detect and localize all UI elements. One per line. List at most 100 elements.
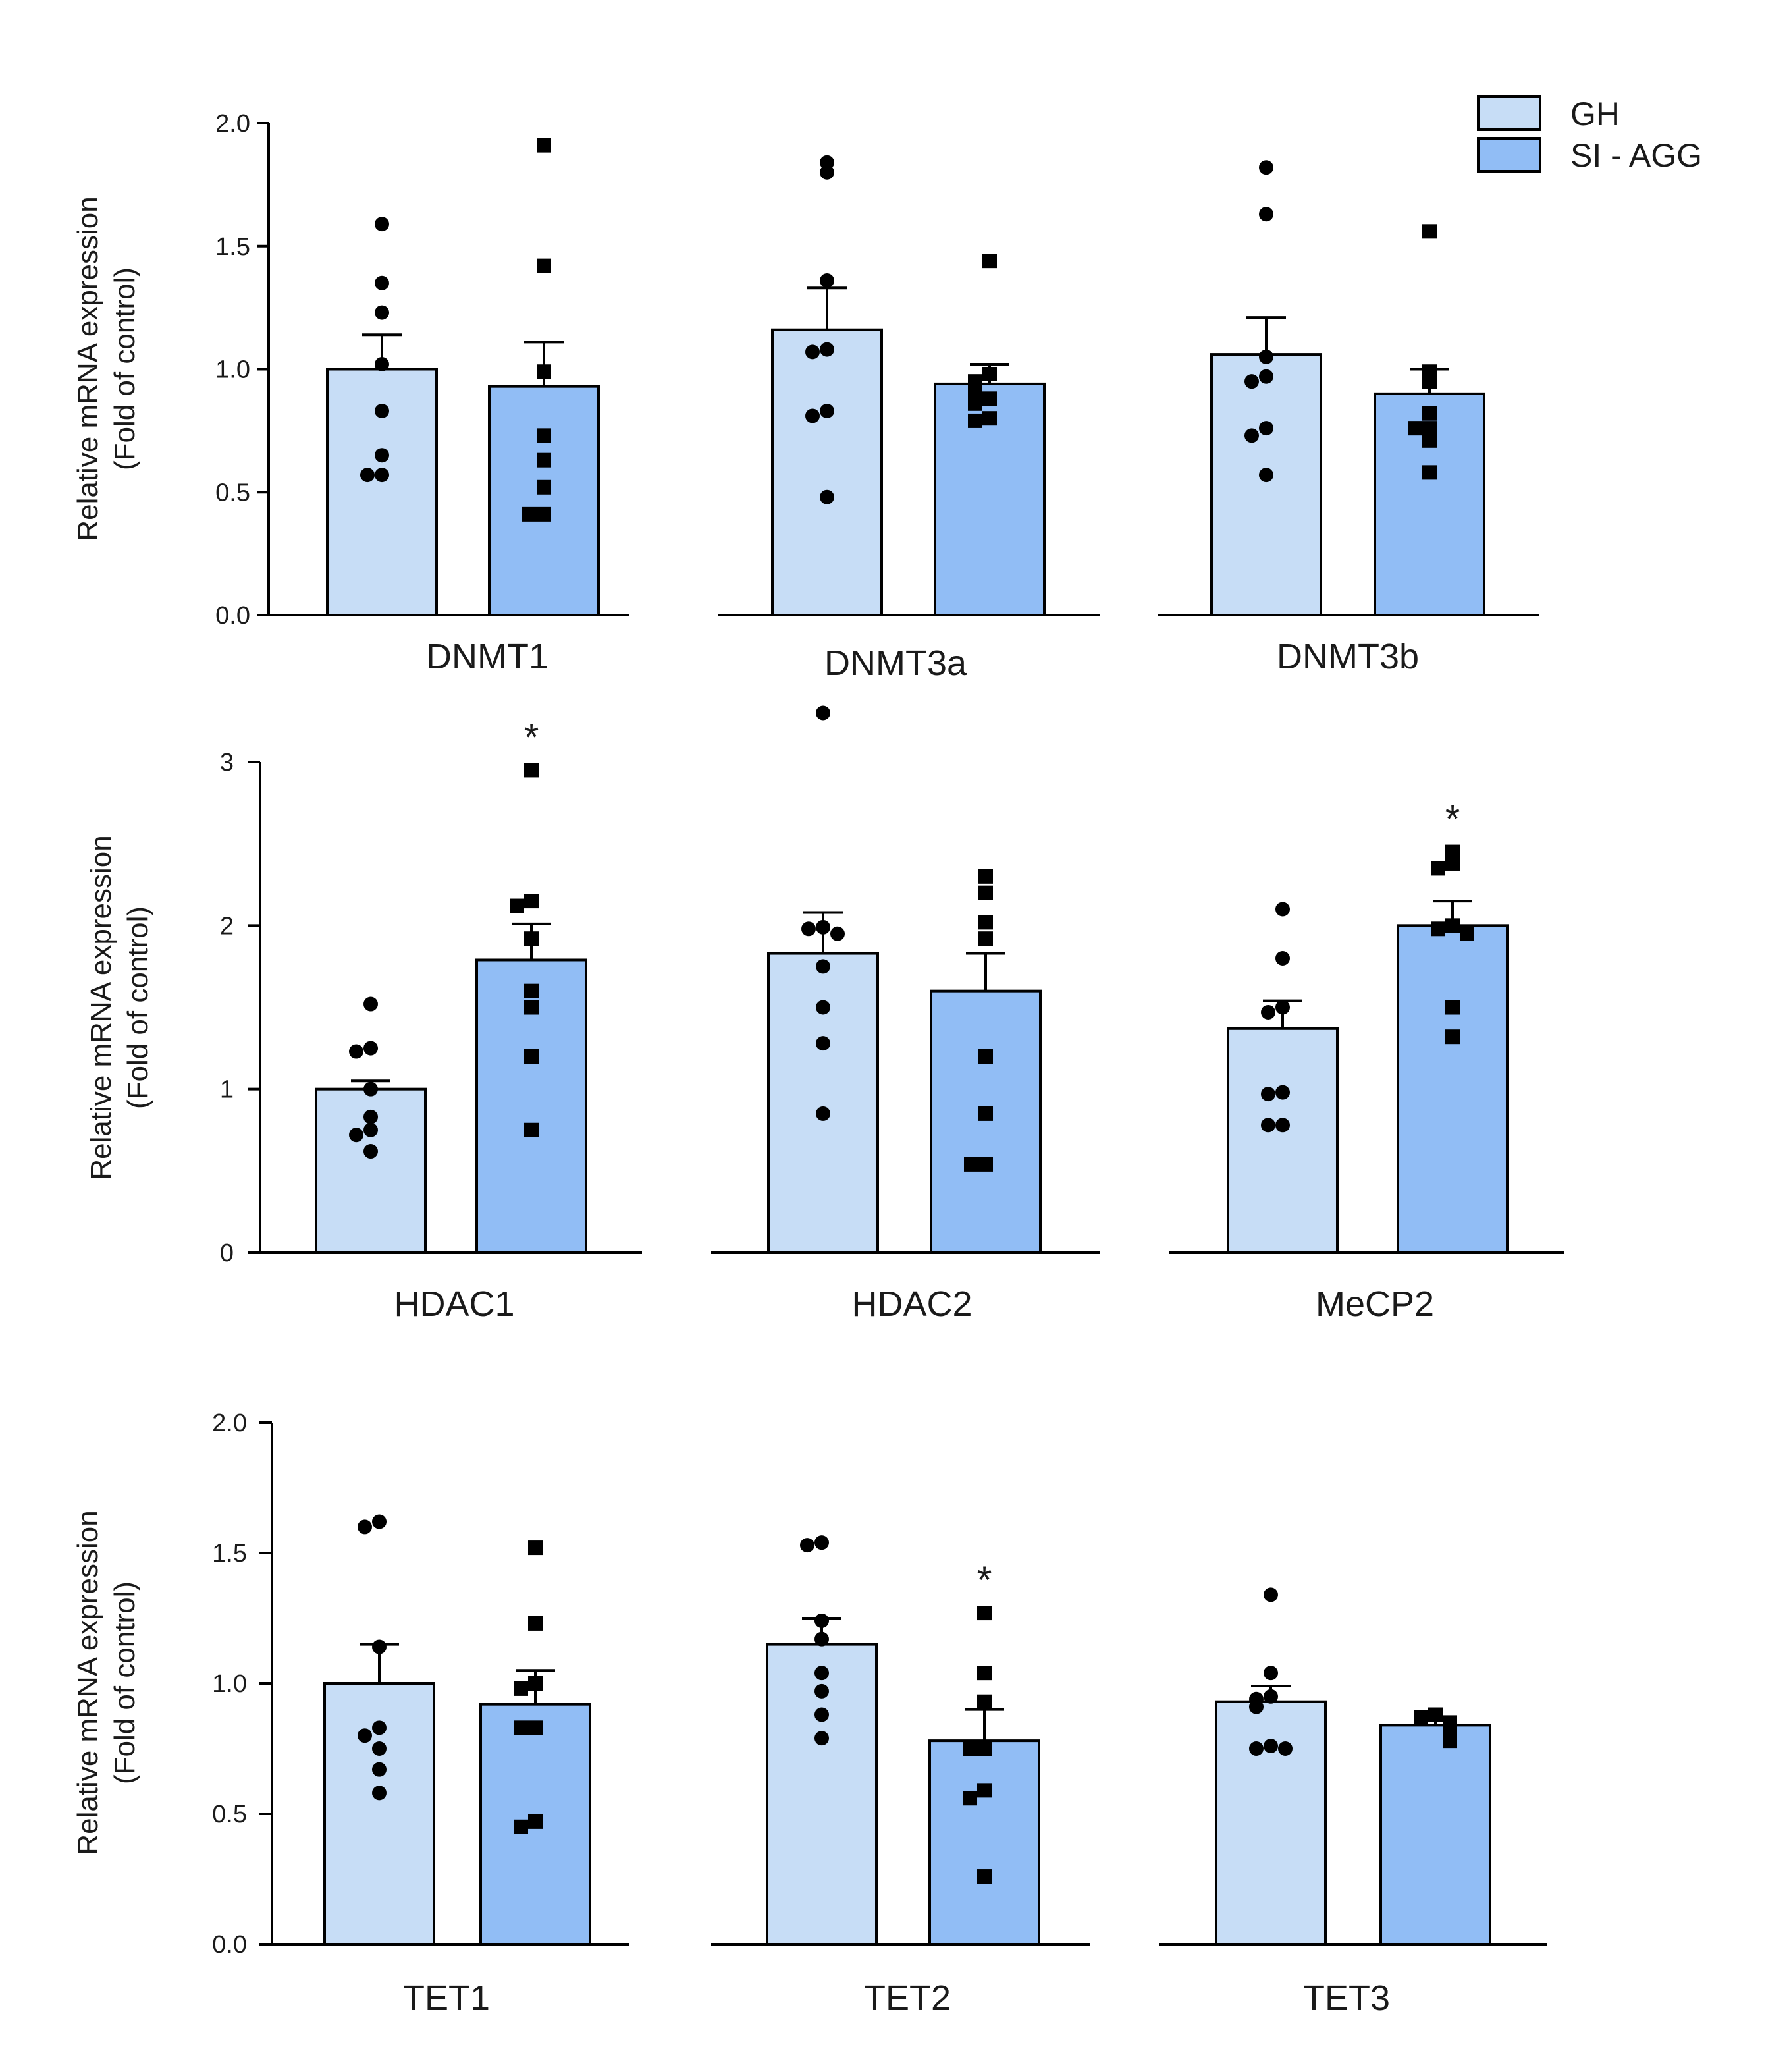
data-point-gh	[814, 1731, 829, 1746]
data-point-si-agg	[537, 479, 551, 495]
data-point-si-agg	[978, 915, 993, 930]
data-point-si-agg	[537, 138, 551, 153]
data-point-si-agg	[963, 1741, 977, 1756]
data-point-gh	[372, 1720, 387, 1735]
data-point-si-agg	[1460, 926, 1474, 941]
significance-marker: *	[1445, 798, 1460, 841]
data-point-si-agg	[968, 396, 982, 411]
data-point-si-agg	[978, 869, 993, 884]
y-tick-label: 1.5	[215, 233, 250, 261]
data-point-gh	[816, 1036, 830, 1051]
gene-label: DNMT3b	[1277, 637, 1419, 676]
data-point-si-agg	[524, 1122, 539, 1137]
data-point-gh	[363, 1122, 378, 1137]
data-point-gh	[1264, 1666, 1278, 1681]
data-point-gh	[1264, 1587, 1278, 1602]
data-point-gh	[358, 1519, 372, 1535]
data-point-si-agg	[524, 931, 539, 946]
legend: GH SI - AGG	[1477, 95, 1702, 174]
data-point-gh	[363, 996, 378, 1012]
panel-dnmt1: DNMT1	[269, 138, 629, 676]
data-point-gh	[1264, 1689, 1278, 1704]
data-point-si-agg	[524, 983, 539, 998]
y-tick-label: 3	[220, 749, 234, 777]
data-point-si-agg	[1422, 224, 1437, 239]
data-point-si-agg	[524, 763, 539, 778]
data-point-gh	[1259, 468, 1273, 483]
data-point-si-agg	[537, 506, 551, 522]
data-point-gh	[805, 344, 820, 360]
data-point-gh	[814, 1707, 829, 1722]
data-point-gh	[801, 921, 816, 937]
data-point-si-agg	[537, 452, 551, 468]
data-point-gh	[1259, 421, 1273, 436]
data-point-si-agg	[528, 1616, 543, 1631]
data-point-si-agg	[1414, 1710, 1428, 1725]
bar-gh	[1227, 1027, 1339, 1254]
data-point-gh	[814, 1613, 829, 1628]
y-axis-title: Relative mRNA expression (Fold of control…	[72, 1510, 141, 1855]
data-point-gh	[816, 705, 830, 721]
data-point-si-agg	[1422, 374, 1437, 389]
data-point-si-agg	[1443, 1733, 1457, 1749]
y-tick-label: 2.0	[212, 1409, 247, 1437]
data-point-gh	[814, 1631, 829, 1647]
chart-row-2: 0 1 2 3 Relative mRNA expression (Fold of con…	[85, 705, 1564, 1324]
gene-label: TET2	[864, 1978, 951, 2018]
data-point-si-agg	[968, 413, 982, 428]
y-axis-title-line: (Fold of control)	[122, 906, 154, 1109]
bar-si-agg	[928, 1739, 1040, 1946]
y-tick-label: 0.5	[212, 1801, 247, 1828]
data-point-si-agg	[1431, 921, 1445, 937]
data-point-si-agg	[1428, 1707, 1443, 1722]
data-point-gh	[363, 1081, 378, 1097]
data-point-gh	[1259, 369, 1273, 384]
data-point-gh	[1244, 428, 1259, 443]
data-point-gh	[360, 468, 375, 483]
data-point-si-agg	[528, 1814, 543, 1829]
gene-label: DNMT1	[426, 637, 548, 676]
data-point-si-agg	[982, 411, 997, 426]
data-point-gh	[800, 1538, 814, 1553]
data-point-si-agg	[1431, 861, 1445, 876]
data-point-gh	[820, 342, 834, 357]
data-point-gh	[820, 403, 834, 418]
data-point-si-agg	[524, 1049, 539, 1064]
data-point-si-agg	[1422, 421, 1437, 436]
data-point-gh	[1259, 349, 1273, 364]
gene-label: MeCP2	[1316, 1284, 1434, 1324]
y-tick-label: 1.5	[212, 1540, 247, 1568]
data-point-gh	[816, 959, 830, 974]
data-point-gh	[1275, 1118, 1290, 1133]
y-tick-label: 2	[220, 912, 234, 940]
bar-si-agg	[1397, 924, 1509, 1255]
y-axis-title-line: Relative mRNA expression	[72, 196, 104, 541]
y-tick-label: 0.5	[215, 479, 250, 506]
data-point-si-agg	[524, 894, 539, 909]
bar-gh	[1215, 1700, 1327, 1946]
legend-label-si-agg: SI - AGG	[1570, 137, 1702, 174]
data-point-si-agg	[537, 364, 551, 379]
data-point-gh	[816, 919, 830, 935]
data-point-gh	[1244, 374, 1259, 389]
data-point-gh	[820, 165, 834, 180]
data-point-gh	[349, 1044, 363, 1059]
bar-gh	[767, 952, 879, 1255]
data-point-si-agg	[1445, 856, 1460, 871]
data-point-si-agg	[977, 1606, 992, 1621]
panel-hdac1: * HDAC1	[260, 716, 642, 1324]
data-point-si-agg	[537, 258, 551, 273]
gene-label: HDAC1	[394, 1284, 514, 1324]
data-point-gh	[363, 1041, 378, 1056]
y-tick-label: 1.0	[215, 356, 250, 384]
data-point-si-agg	[968, 381, 982, 396]
data-point-gh	[363, 1144, 378, 1159]
data-point-gh	[375, 305, 389, 320]
y-axis-title: Relative mRNA expression (Fold of control…	[72, 196, 141, 541]
data-point-si-agg	[1445, 844, 1460, 859]
data-point-gh	[358, 1728, 372, 1743]
data-point-gh	[1275, 1085, 1290, 1100]
data-point-si-agg	[1422, 406, 1437, 421]
data-point-si-agg	[977, 1741, 992, 1756]
data-point-si-agg	[522, 506, 537, 522]
